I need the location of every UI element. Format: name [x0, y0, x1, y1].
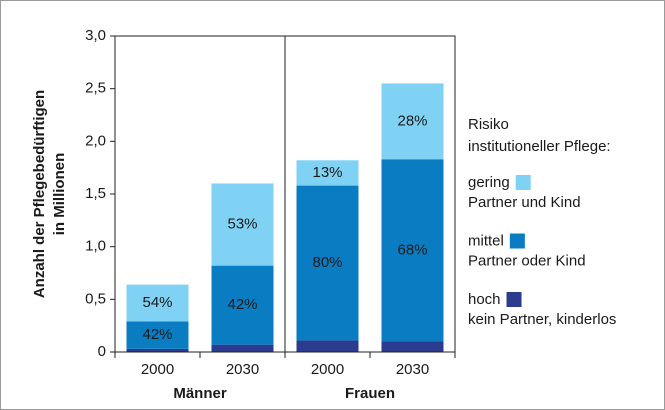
legend-description: Partner oder Kind — [468, 252, 586, 269]
y-tick-label: 3,0 — [85, 27, 106, 44]
value-label: 42% — [142, 326, 172, 343]
legend-description: kein Partner, kinderlos — [468, 311, 616, 328]
value-label: 53% — [227, 216, 257, 233]
bar-segment — [381, 341, 444, 352]
value-label: 80% — [312, 254, 342, 271]
x-tick-label: 2000 — [311, 361, 344, 378]
bar-segment — [126, 348, 189, 352]
legend-swatch — [515, 175, 531, 190]
bar-segment — [296, 185, 359, 341]
bar-segment — [381, 83, 444, 160]
bar-segment — [211, 183, 274, 266]
value-label: 13% — [312, 164, 342, 181]
y-axis-label-line: Anzahl der Pflegebedürftigen — [31, 90, 48, 298]
bar-segment — [296, 160, 359, 186]
legend-description: Partner und Kind — [468, 194, 581, 211]
y-tick-label: 2,5 — [85, 80, 106, 97]
bar-segment — [211, 265, 274, 345]
y-tick-label: 0,5 — [85, 290, 106, 307]
legend-title: institutioneller Pflege: — [468, 138, 611, 155]
y-tick-label: 1,5 — [85, 185, 106, 202]
bar-segment — [211, 344, 274, 352]
y-axis-label: Anzahl der Pflegebedürftigen in Millionen — [31, 90, 68, 298]
group-label: Männer — [173, 385, 227, 402]
value-label: 54% — [142, 294, 172, 311]
value-label: 68% — [397, 241, 427, 258]
value-label: 28% — [397, 112, 427, 129]
bar-segment — [296, 340, 359, 352]
x-tick-label: 2000 — [141, 361, 174, 378]
legend-label: mittel — [468, 232, 504, 249]
value-label: 42% — [227, 296, 257, 313]
legend-title: Risiko — [468, 116, 509, 133]
x-tick-label: 2030 — [226, 361, 259, 378]
y-tick-label: 0 — [98, 343, 106, 360]
y-tick-label: 2,0 — [85, 132, 106, 149]
legend-label: hoch — [468, 291, 501, 308]
legend-swatch — [509, 233, 525, 249]
y-axis-label-line: in Millionen — [51, 153, 68, 236]
bar-segment — [126, 321, 189, 349]
legend-label: gering — [468, 174, 510, 191]
group-label: Frauen — [345, 385, 395, 402]
bar-segment — [126, 284, 189, 322]
y-tick-label: 1,0 — [85, 238, 106, 255]
legend-swatch — [506, 292, 522, 307]
x-tick-label: 2030 — [396, 361, 429, 378]
bar-segment — [381, 159, 444, 342]
